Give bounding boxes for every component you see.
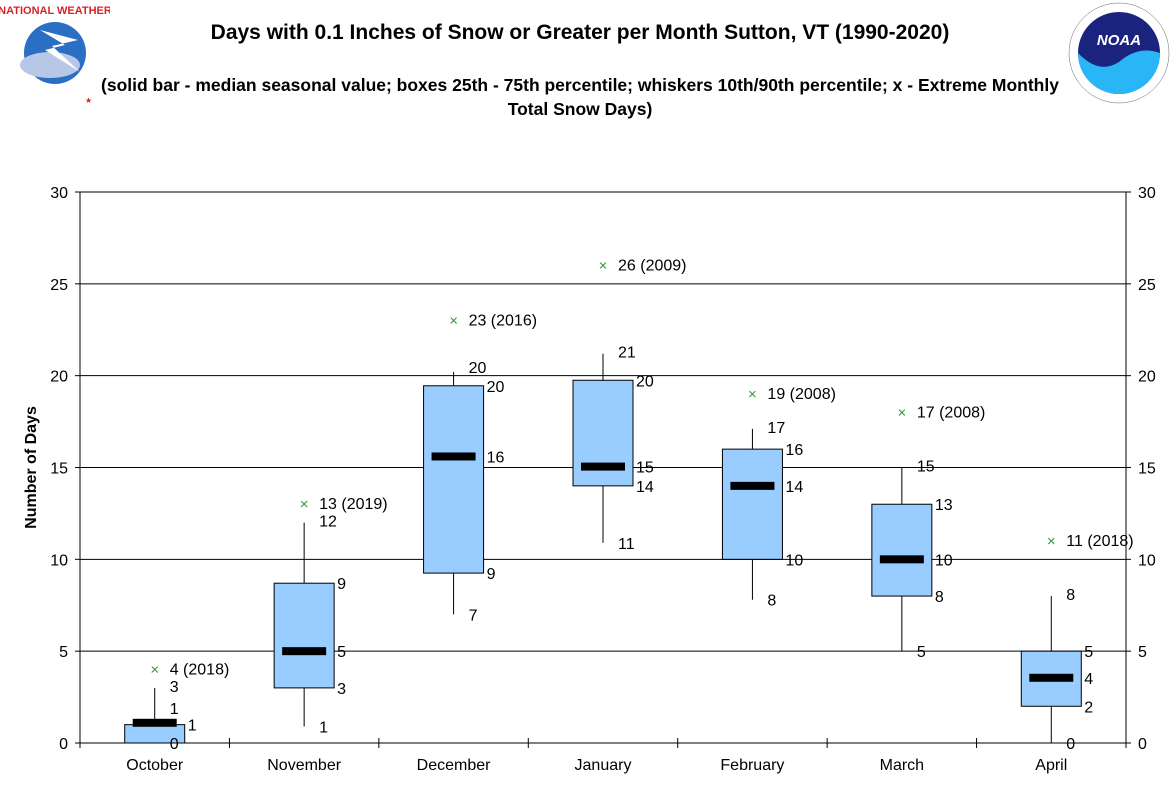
iqr-box: [871, 503, 933, 597]
median-bar: [581, 462, 625, 471]
extreme-marker: ×: [449, 313, 458, 330]
median-label: 15: [636, 460, 654, 477]
extreme-label: 17 (2008): [917, 404, 986, 421]
q3-label: 13: [935, 497, 953, 514]
median-bar: [730, 481, 775, 490]
y-tick-label: 10: [50, 552, 68, 569]
y-tick-label-right: 30: [1138, 185, 1156, 202]
median-label: 4: [1084, 671, 1093, 688]
extreme-label: 4 (2018): [170, 662, 230, 679]
q1-label: 8: [935, 589, 944, 606]
median-label: 16: [487, 449, 505, 466]
q3-label: 5: [1084, 644, 1093, 661]
x-tick-label: April: [1035, 757, 1067, 774]
extreme-marker: ×: [150, 662, 159, 679]
nws-logo: NATIONAL WEATHER ★: [0, 5, 110, 105]
y-tick-label: 20: [50, 369, 68, 386]
median-label: 1: [170, 701, 179, 718]
extreme-label: 23 (2016): [469, 313, 537, 330]
p10-label: 7: [469, 607, 478, 624]
y-tick-label-right: 20: [1138, 369, 1156, 386]
p90-label: 17: [767, 420, 785, 437]
median-label: 5: [337, 644, 346, 661]
q3-label: 16: [785, 442, 803, 459]
y-tick-label: 5: [59, 644, 68, 661]
extreme-marker: ×: [748, 386, 757, 403]
svg-text:NATIONAL WEATHER: NATIONAL WEATHER: [0, 5, 110, 17]
y-tick-label: 30: [50, 185, 68, 202]
extreme-label: 19 (2008): [767, 386, 836, 403]
extreme-marker: ×: [1047, 533, 1056, 550]
p10-label: 11: [618, 536, 635, 553]
q1-label: 14: [636, 479, 654, 496]
y-tick-label: 0: [59, 736, 68, 753]
y-tick-label-right: 25: [1138, 277, 1156, 294]
x-tick-label: January: [575, 757, 632, 774]
q3-label: 20: [487, 379, 505, 396]
p90-label: 20: [469, 360, 487, 377]
extreme-label: 13 (2019): [319, 496, 388, 513]
p90-label: 15: [917, 459, 935, 476]
p10-label: 1: [319, 719, 328, 736]
median-bar: [879, 555, 924, 564]
p10-label: 0: [1066, 736, 1075, 753]
extreme-marker: ×: [599, 257, 608, 274]
y-tick-label: 15: [50, 461, 68, 478]
chart-subtitle: (solid bar - median seasonal value; boxe…: [101, 75, 1059, 119]
chart-title: Days with 0.1 Inches of Snow or Greater …: [210, 21, 950, 44]
y-tick-label: 25: [50, 277, 68, 294]
p10-label: 5: [917, 644, 926, 661]
p90-label: 8: [1066, 587, 1075, 604]
y-tick-label-right: 0: [1138, 736, 1147, 753]
median-label: 14: [785, 479, 803, 496]
x-tick-label: December: [417, 757, 491, 774]
q1-label: 0: [170, 736, 179, 753]
median-bar: [282, 647, 327, 656]
median-bar: [431, 452, 476, 461]
extreme-marker: ×: [897, 404, 906, 421]
noaa-logo: NOAA: [1068, 2, 1170, 104]
iqr-box: [423, 385, 485, 574]
x-tick-label: February: [720, 757, 784, 774]
q1-label: 3: [337, 681, 346, 698]
extreme-label: 11 (2018): [1066, 533, 1133, 550]
y-tick-label-right: 10: [1138, 552, 1156, 569]
q3-label: 1: [188, 718, 197, 735]
p90-label: 3: [170, 679, 179, 696]
svg-text:★: ★: [85, 96, 92, 105]
median-bar: [132, 718, 177, 727]
extreme-label: 26 (2009): [618, 257, 687, 274]
x-tick-label: March: [880, 757, 924, 774]
x-tick-label: October: [126, 757, 184, 774]
q3-label: 9: [337, 576, 346, 593]
iqr-box: [721, 448, 783, 560]
q1-label: 9: [487, 566, 496, 583]
y-tick-label-right: 15: [1138, 461, 1156, 478]
q3-label: 20: [636, 373, 654, 390]
p90-label: 12: [319, 514, 337, 531]
median-label: 10: [935, 552, 953, 569]
q1-label: 2: [1084, 699, 1093, 716]
p90-label: 21: [618, 345, 636, 362]
extreme-marker: ×: [300, 496, 309, 513]
y-tick-label-right: 5: [1138, 644, 1147, 661]
iqr-box: [273, 582, 335, 689]
svg-text:NOAA: NOAA: [1097, 32, 1141, 49]
x-tick-label: November: [267, 757, 341, 774]
median-bar: [1029, 673, 1074, 682]
y-axis-label: Number of Days: [23, 406, 40, 529]
p10-label: 8: [767, 593, 776, 610]
q1-label: 10: [785, 552, 803, 569]
